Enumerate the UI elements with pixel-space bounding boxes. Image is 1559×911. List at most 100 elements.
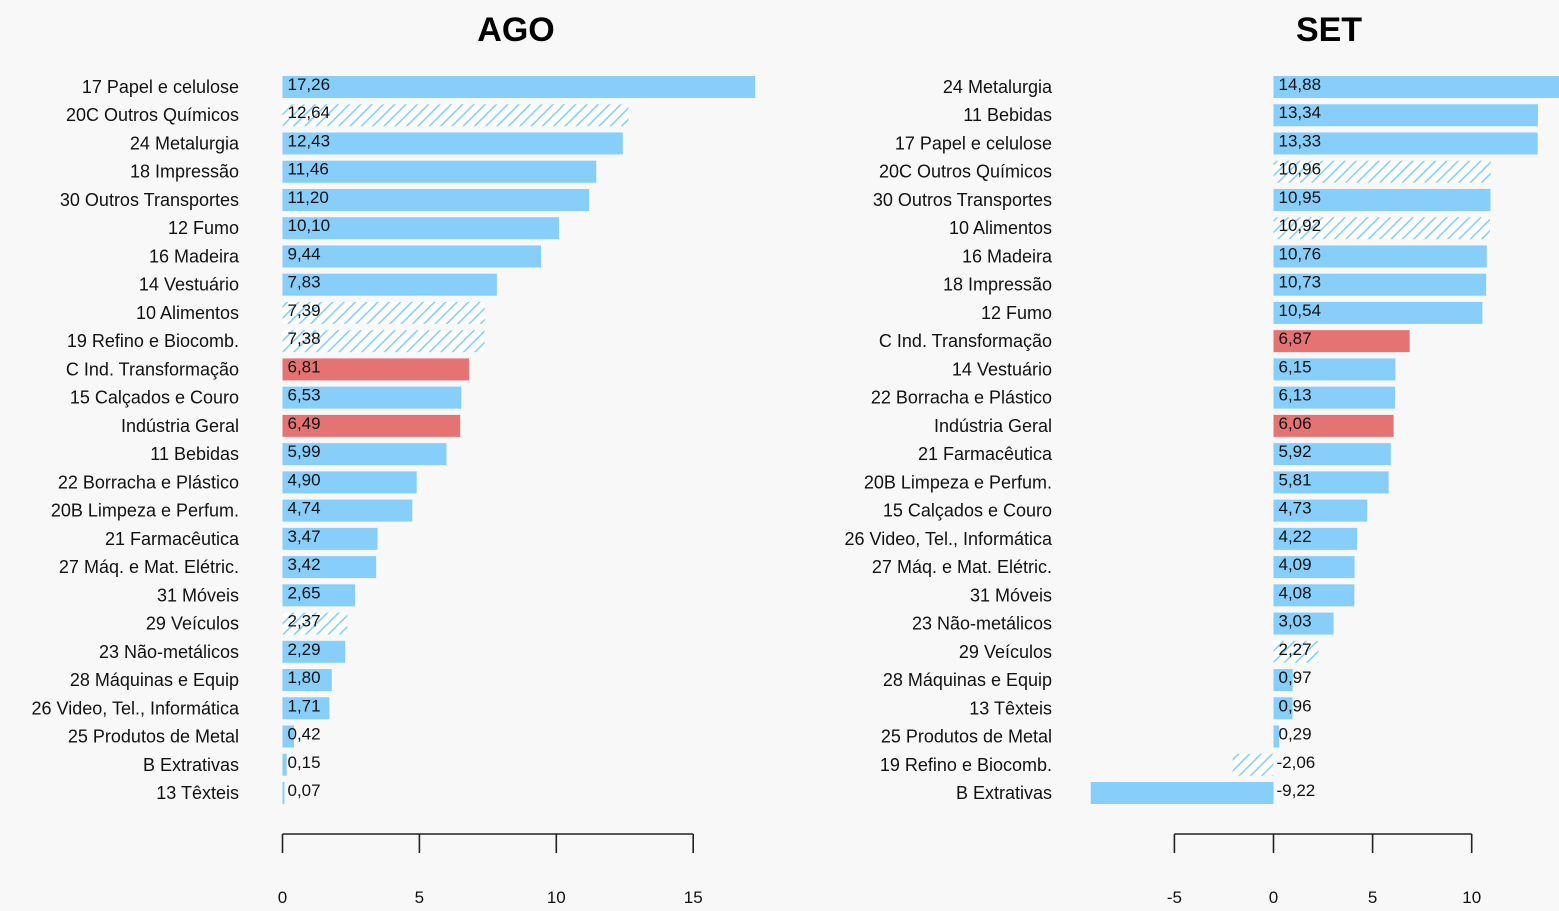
value-label-set-18: 4,08 <box>1279 583 1312 602</box>
value-label-set-14: 5,81 <box>1279 470 1312 489</box>
category-label-ago-17: 27 Máq. e Mat. Elétric. <box>59 557 239 577</box>
value-label-ago-8: 7,39 <box>288 301 321 320</box>
category-label-set-7: 18 Impressão <box>943 275 1052 295</box>
value-label-ago-7: 7,83 <box>288 273 321 292</box>
value-label-set-16: 4,22 <box>1279 527 1312 546</box>
category-label-ago-20: 23 Não-metálicos <box>99 642 239 662</box>
value-label-set-10: 6,15 <box>1279 357 1312 376</box>
category-label-ago-16: 21 Farmacêutica <box>105 529 240 549</box>
value-label-set-25: -9,22 <box>1277 781 1316 800</box>
category-label-ago-22: 26 Video, Tel., Informática <box>32 698 240 718</box>
category-label-set-14: 20B Limpeza e Perfum. <box>864 472 1052 492</box>
x-tick-label-ago-2: 10 <box>547 888 566 906</box>
value-label-set-19: 3,03 <box>1279 612 1312 631</box>
value-label-ago-24: 0,15 <box>288 753 321 772</box>
category-label-ago-3: 18 Impressão <box>130 162 239 182</box>
value-label-set-3: 10,96 <box>1279 160 1322 179</box>
category-label-ago-6: 16 Madeira <box>149 246 240 266</box>
value-label-set-24: -2,06 <box>1277 753 1316 772</box>
bar-ago-6 <box>283 245 541 267</box>
category-label-set-8: 12 Fumo <box>981 303 1052 323</box>
category-label-set-23: 25 Produtos de Metal <box>881 727 1052 747</box>
value-label-set-22: 0,96 <box>1279 696 1312 715</box>
category-label-set-20: 29 Veículos <box>959 642 1052 662</box>
category-label-ago-15: 20B Limpeza e Perfum. <box>51 501 239 521</box>
x-tick-label-set-3: 10 <box>1462 888 1481 906</box>
value-label-ago-5: 10,10 <box>288 216 331 235</box>
value-label-ago-4: 11,20 <box>288 188 329 207</box>
value-label-ago-22: 1,71 <box>288 696 321 715</box>
category-label-set-16: 26 Video, Tel., Informática <box>845 529 1053 549</box>
bar-ago-1 <box>283 104 629 126</box>
value-label-set-2: 13,33 <box>1279 131 1322 150</box>
value-label-ago-9: 7,38 <box>288 329 321 348</box>
value-label-ago-1: 12,64 <box>288 103 331 122</box>
category-label-set-0: 24 Metalurgia <box>943 77 1053 97</box>
value-label-set-8: 10,54 <box>1279 301 1322 320</box>
category-label-ago-13: 11 Bebidas <box>150 444 239 464</box>
category-label-ago-23: 25 Produtos de Metal <box>68 727 239 747</box>
category-label-ago-21: 28 Máquinas e Equip <box>70 670 239 690</box>
value-label-ago-11: 6,53 <box>288 386 321 405</box>
category-label-set-19: 23 Não-metálicos <box>912 614 1052 634</box>
value-label-set-11: 6,13 <box>1279 386 1312 405</box>
value-label-ago-13: 5,99 <box>288 442 321 461</box>
category-label-set-2: 17 Papel e celulose <box>895 133 1052 153</box>
value-label-ago-0: 17,26 <box>288 75 331 94</box>
category-label-ago-8: 10 Alimentos <box>136 303 239 323</box>
panel-ago: AGO 17 Papel e celulose 17,26 20C Outros Qu… <box>32 11 756 906</box>
category-label-ago-0: 17 Papel e celulose <box>82 77 239 97</box>
value-label-set-6: 10,76 <box>1279 244 1322 263</box>
category-label-set-24: 19 Refino e Biocomb. <box>880 755 1052 775</box>
value-label-set-0: 14,88 <box>1279 75 1322 94</box>
bar-set-24 <box>1233 754 1274 776</box>
value-label-set-20: 2,27 <box>1279 640 1312 659</box>
value-label-set-5: 10,92 <box>1279 216 1322 235</box>
value-label-ago-17: 3,42 <box>288 555 321 574</box>
category-label-ago-25: 13 Têxteis <box>156 783 239 803</box>
category-label-ago-7: 14 Vestuário <box>139 275 239 295</box>
category-label-ago-9: 19 Refino e Biocomb. <box>67 331 239 351</box>
category-label-set-1: 11 Bebidas <box>963 105 1052 125</box>
category-label-ago-24: B Extrativas <box>143 755 239 775</box>
category-label-set-5: 10 Alimentos <box>949 218 1052 238</box>
category-label-ago-12: Indústria Geral <box>121 416 239 436</box>
value-label-set-9: 6,87 <box>1279 329 1312 348</box>
category-label-set-13: 21 Farmacêutica <box>918 444 1053 464</box>
value-label-ago-19: 2,37 <box>288 612 321 631</box>
bar-set-25 <box>1091 782 1274 804</box>
x-tick-label-set-2: 5 <box>1368 888 1377 906</box>
category-label-set-3: 20C Outros Químicos <box>879 162 1052 182</box>
category-label-set-6: 16 Madeira <box>962 246 1053 266</box>
bar-ago-0 <box>283 76 756 98</box>
category-label-set-25: B Extrativas <box>956 783 1052 803</box>
value-label-set-7: 10,73 <box>1279 273 1322 292</box>
value-label-ago-3: 11,46 <box>288 160 329 179</box>
category-label-ago-11: 15 Calçados e Couro <box>70 388 239 408</box>
value-label-ago-6: 9,44 <box>288 244 321 263</box>
value-label-ago-18: 2,65 <box>288 583 321 602</box>
bar-ago-25 <box>283 782 285 804</box>
category-label-ago-4: 30 Outros Transportes <box>60 190 239 210</box>
value-label-ago-20: 2,29 <box>288 640 321 659</box>
category-label-ago-1: 20C Outros Químicos <box>66 105 239 125</box>
value-label-ago-14: 4,90 <box>288 470 321 489</box>
value-label-set-21: 0,97 <box>1279 668 1312 687</box>
x-tick-label-set-0: -5 <box>1167 888 1182 906</box>
category-label-set-18: 31 Móveis <box>970 585 1052 605</box>
category-label-ago-19: 29 Veículos <box>146 614 239 634</box>
chart-title-ago: AGO <box>477 11 554 49</box>
value-label-set-4: 10,95 <box>1279 188 1322 207</box>
bar-ago-2 <box>283 132 623 154</box>
category-label-ago-18: 31 Móveis <box>157 585 239 605</box>
value-label-ago-15: 4,74 <box>288 499 321 518</box>
value-label-ago-10: 6,81 <box>288 357 321 376</box>
value-label-ago-2: 12,43 <box>288 131 331 150</box>
x-tick-label-set-1: 0 <box>1269 888 1278 906</box>
category-label-set-22: 13 Têxteis <box>969 698 1052 718</box>
category-label-ago-14: 22 Borracha e Plástico <box>58 472 239 492</box>
category-label-set-17: 27 Máq. e Mat. Elétric. <box>872 557 1052 577</box>
x-tick-label-ago-1: 5 <box>415 888 424 906</box>
